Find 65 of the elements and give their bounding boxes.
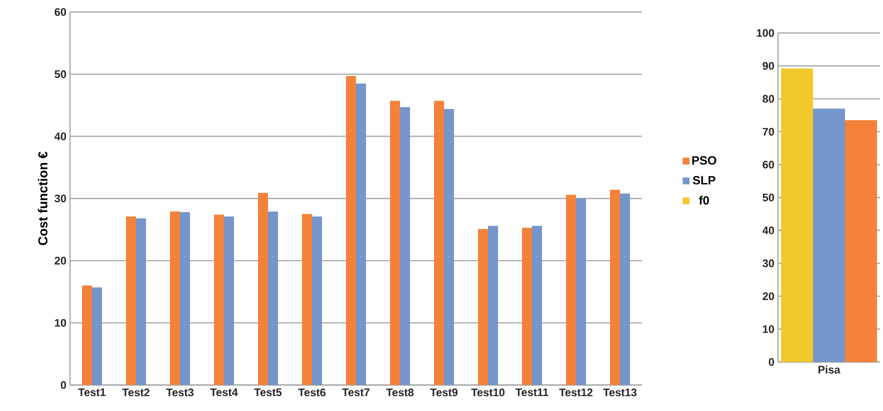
y-tick-label: 10: [762, 325, 774, 333]
bar: [488, 226, 498, 385]
bar: [258, 192, 268, 385]
bar: [170, 212, 180, 385]
bar: [82, 286, 92, 385]
bar: [214, 214, 224, 385]
bar: [576, 198, 586, 385]
y-tick-label: 90: [762, 62, 774, 70]
y-tick-label: 10: [54, 318, 66, 327]
bar: [610, 190, 620, 385]
bar: [268, 212, 278, 385]
y-tick-label: 30: [762, 259, 774, 268]
bar: [312, 216, 322, 385]
bar: [566, 194, 576, 385]
y-tick-label: 30: [54, 194, 66, 202]
x-tick-label: Test12: [559, 388, 593, 396]
bar: [390, 100, 400, 385]
bar: [224, 216, 234, 385]
y-tick-label: 0: [768, 358, 774, 366]
y-tick-label: 20: [762, 292, 774, 300]
y-tick-label: 50: [762, 194, 774, 202]
x-tick-label: Test11: [515, 388, 548, 396]
x-tick-label: Test4: [210, 388, 238, 396]
x-tick-label: Pisa: [818, 366, 840, 374]
bar: [136, 218, 146, 385]
bar: [356, 83, 366, 385]
y-tick-label: 40: [762, 226, 774, 234]
y-tick-label: 50: [54, 70, 66, 78]
x-tick-label: Test2: [122, 388, 150, 396]
bar: [434, 100, 444, 385]
y-tick-label: 70: [762, 128, 774, 136]
x-tick-label: Test5: [254, 388, 282, 396]
bar: [478, 228, 488, 385]
x-tick-label: Test3: [166, 388, 194, 396]
bar: [522, 228, 532, 385]
bar: [400, 107, 410, 385]
bar: [126, 216, 136, 385]
y-tick-label: 40: [54, 132, 66, 140]
x-tick-label: Test10: [471, 388, 505, 396]
y-tick-label: 80: [762, 94, 774, 103]
y-tick-label: 60: [54, 8, 66, 16]
bar: [92, 287, 102, 385]
x-tick-label: Test6: [298, 388, 326, 396]
bar: [620, 194, 630, 385]
y-tick-label: 20: [54, 256, 66, 265]
legend-label: SLP: [692, 176, 716, 184]
bar: [180, 212, 190, 385]
x-tick-label: Test7: [342, 388, 370, 396]
x-tick-label: Test9: [430, 388, 458, 396]
bar: [813, 108, 846, 362]
bar: [444, 108, 454, 385]
bar: [845, 120, 878, 362]
bar: [781, 68, 814, 362]
x-tick-label: Test13: [603, 388, 637, 396]
bar: [346, 76, 356, 385]
legend-label: f0: [698, 196, 709, 205]
y-tick-label: 60: [762, 160, 774, 168]
x-tick-label: Test8: [386, 388, 414, 396]
bar: [532, 226, 542, 385]
x-tick-label: Test1: [78, 388, 106, 396]
y-axis-title: Cost function €: [38, 152, 48, 246]
legend-label: PSO: [692, 156, 716, 165]
bar: [302, 214, 312, 385]
y-tick-label: 100: [756, 29, 774, 37]
y-tick-label: 0: [60, 381, 66, 389]
